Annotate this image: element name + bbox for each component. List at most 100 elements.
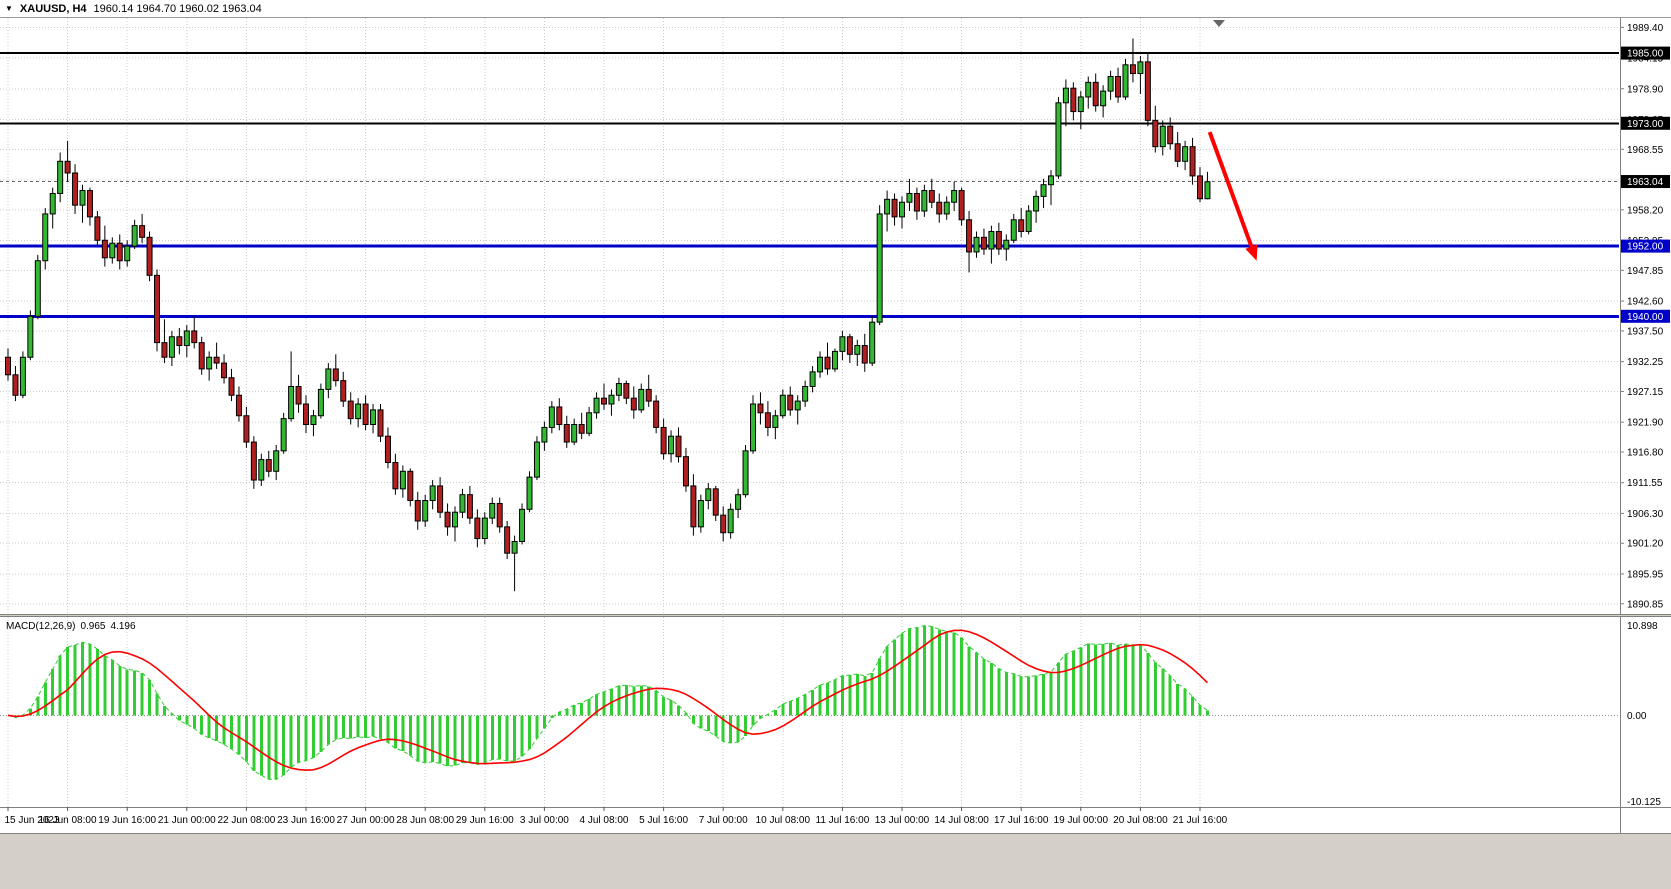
candle-body [303, 403, 309, 425]
candle-body [891, 198, 898, 218]
candle-body [1107, 75, 1114, 92]
candle-body [198, 342, 205, 370]
candle-body [49, 192, 56, 215]
candle-body [697, 500, 704, 528]
chart-shift-marker-icon[interactable] [1213, 20, 1225, 27]
candle-body [362, 403, 369, 425]
candle-body [943, 201, 950, 215]
macd-axis[interactable]: 10.898 0.00 -10.125 [1620, 617, 1671, 807]
candle-body [1115, 75, 1122, 98]
candle-body [556, 406, 563, 425]
time-tick-label: 4 Jul 08:00 [580, 815, 629, 826]
candle-body [906, 192, 913, 203]
time-tick-label: 21 Jul 16:00 [1173, 815, 1228, 826]
candle-body [675, 435, 682, 458]
candle-body [1018, 219, 1025, 232]
candle-body [12, 374, 19, 396]
candle-body [861, 345, 868, 364]
candle-body [183, 330, 190, 347]
candle-body [913, 192, 920, 212]
panel-splitter[interactable] [0, 614, 1671, 617]
candle-body [1159, 125, 1166, 148]
macd-axis-bg [1620, 617, 1671, 807]
candle-body [951, 190, 958, 203]
candle-body [34, 260, 41, 317]
candle-body [690, 485, 697, 528]
candle-body [399, 470, 406, 490]
candle-body [273, 450, 280, 472]
time-axis-bg [0, 807, 1671, 833]
price-chart-panel[interactable]: 1989.401984.151978.901973.651968.551963.… [0, 18, 1671, 614]
candle-body [1129, 64, 1136, 75]
candle-body [310, 415, 317, 425]
price-label-tag: 1952.00 [1621, 239, 1670, 253]
candle-body [601, 397, 607, 405]
candle-body [161, 342, 168, 358]
price-label-tag: 1985.00 [1621, 46, 1670, 60]
trend-arrow-annotation[interactable] [1207, 131, 1258, 261]
candle-body [750, 403, 756, 452]
time-tick-label: 17 Jul 16:00 [994, 815, 1049, 826]
price-tick-label: 1911.55 [1627, 478, 1663, 489]
candle-body [1144, 61, 1151, 121]
candle-body [280, 418, 287, 452]
candle-body [27, 315, 34, 358]
price-tick-label: 1947.85 [1627, 266, 1664, 277]
candle-body [519, 508, 526, 542]
macd-signal-value: 4.196 [110, 621, 136, 632]
price-label-tag: 1973.00 [1621, 116, 1670, 130]
candle-body [839, 336, 846, 352]
chart-header: ▼ XAUUSD, H4 1960.14 1964.70 1960.02 196… [0, 0, 1671, 18]
candle-body [1040, 184, 1047, 197]
ohlc-values: 1960.14 1964.70 1960.02 1963.04 [93, 2, 262, 15]
price-label-tag-bg [1621, 239, 1670, 253]
price-label-tag-text: 1952.00 [1627, 242, 1664, 253]
macd-histogram [13, 625, 1209, 780]
candle-body [764, 412, 771, 428]
price-label-tag-bg [1621, 46, 1670, 60]
candle-body [1204, 181, 1211, 200]
candle-body [1077, 96, 1084, 113]
time-tick-label: 27 Jun 00:00 [337, 815, 395, 826]
candle-body [459, 494, 466, 513]
candle-body [355, 403, 362, 420]
candle-body [146, 236, 153, 276]
candle-body [966, 219, 973, 253]
candle-body [1003, 239, 1010, 250]
macd-main-line [7, 625, 1208, 780]
price-tick-label: 1937.50 [1627, 326, 1664, 337]
candle-body [407, 470, 414, 502]
trend-arrow-head [1245, 244, 1258, 261]
candle-body [317, 388, 324, 417]
candle-body [124, 245, 131, 262]
candle-body [370, 409, 377, 425]
candle-body [154, 274, 160, 344]
candle-body [347, 400, 354, 420]
candle-body [176, 336, 183, 347]
symbol-dropdown-icon[interactable]: ▼ [5, 3, 13, 13]
candle-body [638, 388, 645, 411]
candle-body [429, 485, 436, 502]
macd-panel[interactable]: 10.898 0.00 -10.125 [0, 617, 1671, 807]
candle-body [243, 415, 250, 443]
candle-body [653, 400, 660, 428]
candle-body [139, 225, 146, 238]
candle-body [265, 459, 272, 472]
time-tick-label: 22 Jun 08:00 [217, 815, 275, 826]
candle-body [735, 494, 742, 510]
price-tick-label: 1916.80 [1627, 447, 1664, 458]
macd-signal-line [7, 629, 1209, 772]
candle-body [809, 371, 816, 387]
candle-body [884, 198, 891, 215]
candle-body [869, 321, 876, 364]
time-tick-label: 3 Jul 00:00 [520, 815, 569, 826]
candle-body [1189, 146, 1196, 177]
price-label-tag-text: 1973.00 [1627, 119, 1664, 130]
price-tick-label: 1942.60 [1627, 297, 1664, 308]
time-tick-label: 14 Jul 08:00 [934, 815, 989, 826]
candle-body [973, 236, 980, 253]
price-axis[interactable]: 1989.401984.151978.901973.651968.551963.… [1620, 18, 1671, 614]
candle-body [1152, 119, 1159, 148]
candle-body [876, 213, 883, 323]
